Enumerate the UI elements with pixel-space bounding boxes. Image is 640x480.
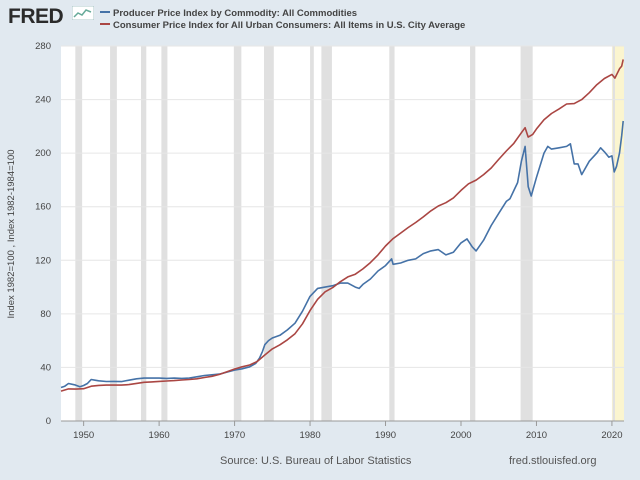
y-tick-label-120: 120 (35, 255, 51, 266)
recession-band-4 (233, 46, 242, 421)
y-tick-label-80: 80 (40, 309, 51, 320)
legend-swatch-cpi (100, 23, 110, 26)
footer-source: Source: U.S. Bureau of Labor Statistics (220, 455, 412, 467)
x-tick-label-1980: 1980 (299, 430, 320, 441)
legend-swatch-ppi (100, 11, 110, 14)
recession-band-11 (612, 46, 615, 421)
x-tick-label-1960: 1960 (149, 430, 170, 441)
recession-band-6 (310, 46, 314, 421)
fred-logo[interactable]: FRED (8, 5, 64, 28)
recession-band-7 (321, 46, 332, 421)
legend-item-ppi: Producer Price Index by Commodity: All C… (100, 8, 357, 19)
recession-band-3 (161, 46, 168, 421)
legend-label-cpi: Consumer Price Index for All Urban Consu… (113, 20, 466, 31)
recession-band-1 (110, 46, 117, 421)
x-tick-label-1990: 1990 (375, 430, 396, 441)
y-tick-label-0: 0 (46, 416, 51, 427)
x-tick-label-2000: 2000 (450, 430, 471, 441)
y-tick-label-280: 280 (35, 41, 51, 52)
fred-logo-graph-icon (72, 6, 94, 20)
recession-band-9 (470, 46, 476, 421)
x-tick-label-1950: 1950 (73, 430, 94, 441)
y-tick-label-200: 200 (35, 148, 51, 159)
x-tick-label-2020: 2020 (601, 430, 622, 441)
recession-band-10 (520, 46, 533, 421)
series-line-cpi (60, 59, 624, 392)
recession-band-0 (75, 46, 83, 421)
y-axis-label: Index 1982=100 , Index 1982-1984=100 (6, 149, 17, 318)
series-line-ppi (60, 120, 624, 389)
x-tick-label-1970: 1970 (224, 430, 245, 441)
legend-item-cpi: Consumer Price Index for All Urban Consu… (100, 20, 465, 31)
footer-site-link[interactable]: fred.stlouisfed.org (509, 455, 597, 467)
recession-band-2 (140, 46, 147, 421)
recession-band-5 (264, 46, 274, 421)
y-tick-label-240: 240 (35, 95, 51, 106)
x-tick-label-2010: 2010 (526, 430, 547, 441)
y-tick-label-160: 160 (35, 202, 51, 213)
y-tick-label-40: 40 (40, 362, 51, 373)
recession-band-8 (389, 46, 395, 421)
legend-label-ppi: Producer Price Index by Commodity: All C… (113, 8, 358, 19)
